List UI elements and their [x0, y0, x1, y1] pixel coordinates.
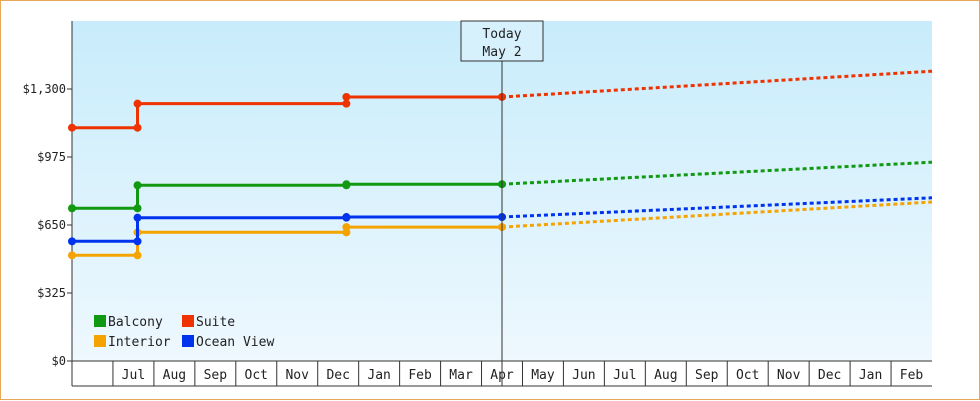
x-month-label: Feb [900, 368, 924, 383]
x-month-label: Sep [204, 368, 228, 383]
series-line [72, 95, 502, 130]
legend-label: Balcony [108, 315, 163, 330]
x-month-label: Dec [818, 368, 841, 383]
today-callout [460, 20, 544, 62]
x-month-label: Aug [163, 368, 186, 383]
series-interior [68, 200, 933, 260]
series-line [72, 215, 502, 243]
x-month-label: Feb [408, 368, 432, 383]
legend-label: Interior [108, 335, 171, 350]
legend-label: Suite [196, 315, 235, 330]
x-month-label: Dec [326, 368, 349, 383]
legend-item: Balcony [94, 315, 163, 330]
series-balcony [68, 160, 933, 213]
series-point [133, 181, 142, 190]
series-ocean-view [68, 196, 933, 246]
x-month-label: Jun [572, 368, 595, 383]
series-point [133, 237, 142, 246]
legend-item: Suite [182, 315, 235, 330]
legend-item: Ocean View [182, 335, 274, 350]
x-month-label: Mar [449, 368, 473, 383]
legend: Balcony Suite Interior Ocean View [94, 315, 274, 350]
series-point [133, 251, 142, 260]
x-month-label: Nov [285, 368, 309, 383]
series-suite [68, 69, 933, 132]
x-month-label: Sep [695, 368, 719, 383]
series-point [342, 223, 351, 232]
today-marker: Today May 2 [460, 20, 544, 386]
x-month-label: May [531, 368, 555, 383]
series-forecast-line [501, 160, 933, 186]
series-line [72, 225, 502, 257]
y-tick-label: $650 [37, 218, 66, 232]
series-point [342, 213, 351, 222]
series-point [133, 204, 142, 213]
series-point [133, 99, 142, 108]
x-month-label: Aug [654, 368, 677, 383]
series-point [68, 204, 76, 213]
y-tick-label: $325 [37, 286, 66, 300]
legend-swatch [182, 315, 194, 327]
y-tick-label: $1,300 [23, 82, 66, 96]
y-tick-label: $0 [52, 354, 66, 368]
series-point [68, 123, 76, 132]
series-point [133, 123, 142, 132]
series-layer [68, 69, 933, 260]
legend-item: Interior [94, 335, 171, 350]
series-forecast-line [501, 200, 933, 229]
today-label: Today [482, 27, 521, 42]
today-date: May 2 [482, 45, 521, 60]
x-month-label: Nov [777, 368, 801, 383]
y-axis: $0 $325 $650 $975 $1,300 [23, 21, 73, 368]
x-month-label: Jul [613, 368, 636, 383]
y-tick-label: $975 [37, 150, 66, 164]
legend-swatch [182, 335, 194, 347]
series-point [342, 180, 351, 189]
legend-label: Ocean View [196, 335, 274, 350]
x-month-label: Jul [122, 368, 145, 383]
series-forecast-line [501, 196, 933, 219]
legend-swatch [94, 335, 106, 347]
series-point [68, 251, 76, 260]
x-month-label: Oct [736, 368, 759, 383]
x-month-label: Oct [245, 368, 268, 383]
series-forecast-line [501, 69, 933, 99]
series-point [342, 99, 351, 108]
legend-swatch [94, 315, 106, 327]
x-month-label: Jan [367, 368, 390, 383]
series-line [72, 182, 502, 210]
x-month-label: Jan [859, 368, 882, 383]
series-point [342, 92, 351, 101]
x-axis: Jul Aug Sep Oct Nov Dec Jan Feb Mar Apr May Jun Jul A… [71, 360, 932, 387]
series-point [68, 237, 76, 246]
series-point [133, 213, 142, 222]
